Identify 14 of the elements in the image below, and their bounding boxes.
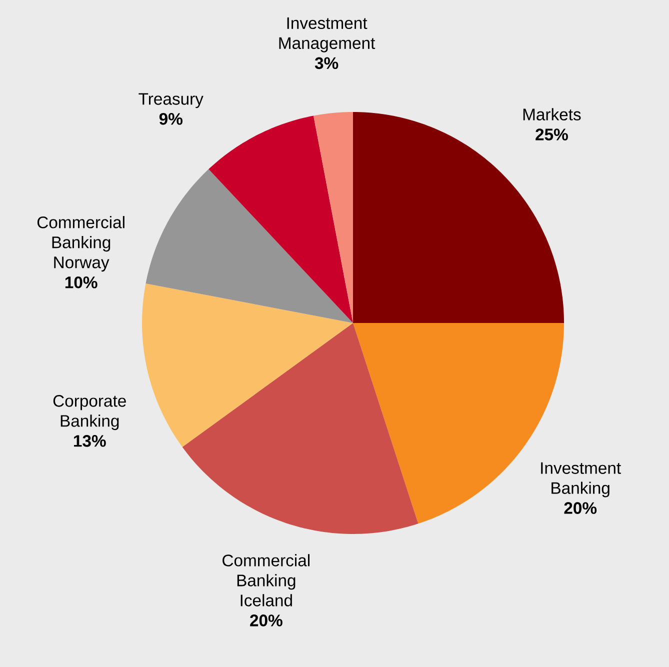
- slice-label: Commercial Banking Iceland: [222, 554, 310, 606]
- slice-label: Investment Management: [279, 17, 376, 52]
- slice-label: Corporate Banking: [53, 395, 126, 430]
- slice-label: Treasury: [138, 93, 204, 108]
- data-label: 10%: [65, 276, 98, 288]
- data-label: 20%: [250, 614, 282, 626]
- data-label: 20%: [564, 502, 597, 514]
- slice-label: Commercial Banking Norway: [37, 216, 124, 272]
- slice-label: Markets: [523, 108, 581, 120]
- slice-label: Investment Banking: [541, 462, 621, 498]
- data-label: 3%: [314, 57, 338, 70]
- data-label: 13%: [74, 435, 106, 447]
- data-label: 25%: [536, 128, 568, 140]
- data-label: 9%: [159, 113, 182, 125]
